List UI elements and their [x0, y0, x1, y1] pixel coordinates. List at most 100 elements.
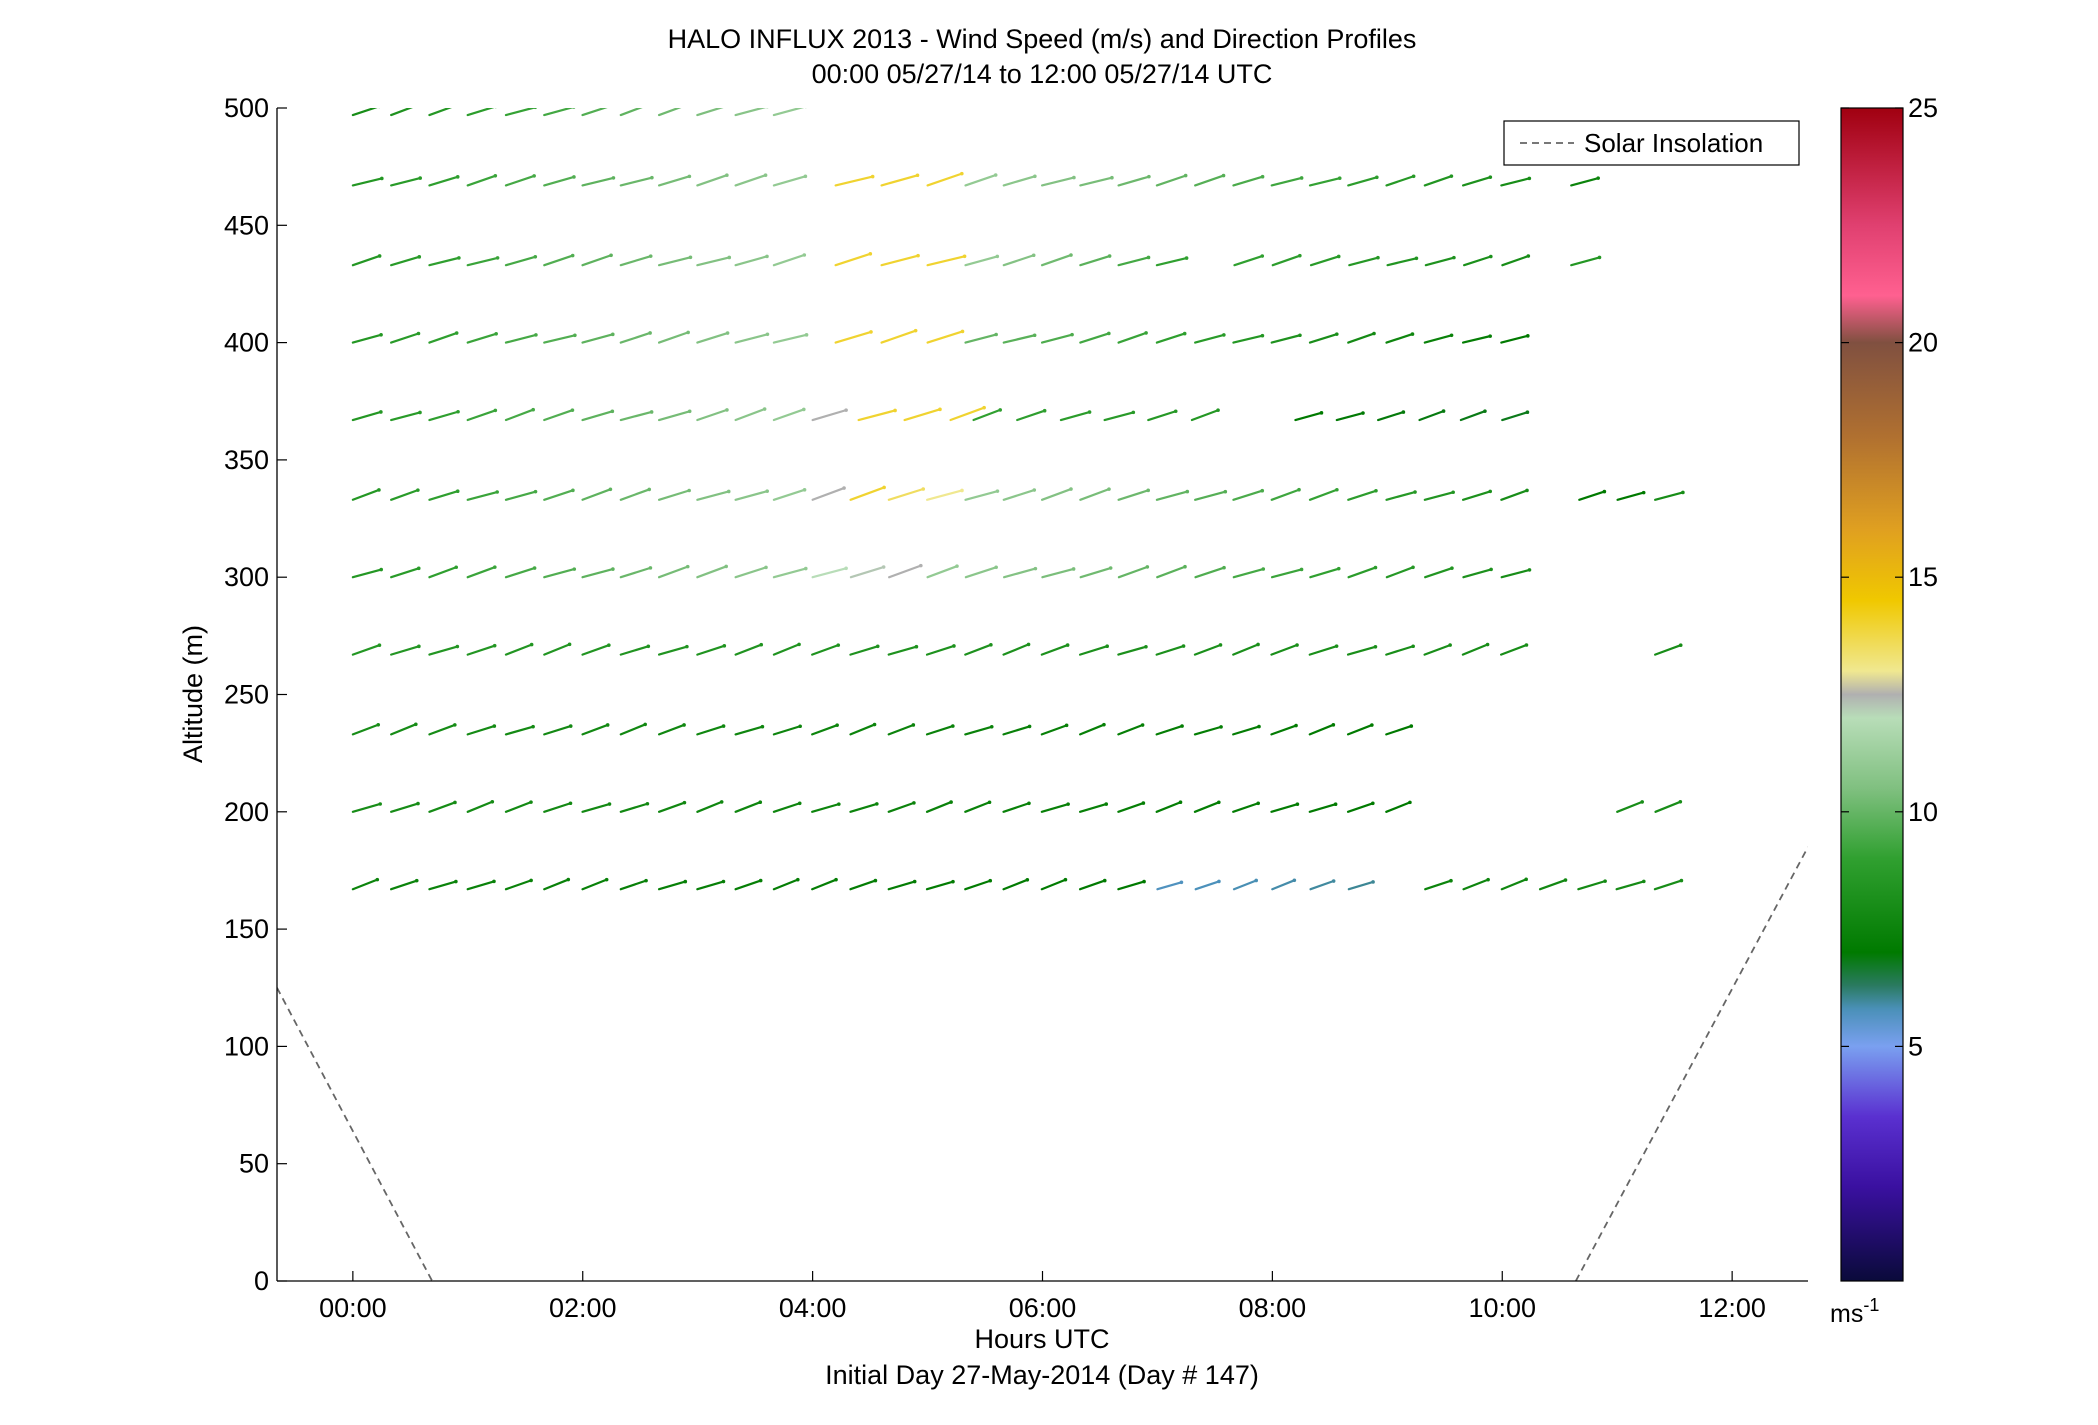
wind-barb: [1500, 489, 1529, 501]
wind-barb-tip: [1173, 409, 1178, 414]
wind-barb: [619, 488, 651, 501]
wind-barb: [543, 489, 575, 501]
wind-barb-tip: [533, 108, 537, 110]
wind-barb: [466, 409, 497, 422]
wind-barb-tip: [1257, 724, 1261, 729]
wind-barb-tip: [1401, 410, 1406, 414]
wind-barb-tip: [993, 173, 998, 177]
wind-barb-tip: [648, 254, 653, 258]
wind-barb-tip: [455, 644, 460, 649]
wind-barb: [581, 488, 612, 501]
wind-barb-tip: [1261, 567, 1266, 571]
wind-barb-tip: [721, 724, 726, 728]
wind-barb-tip: [758, 800, 763, 804]
wind-barb: [428, 490, 459, 501]
wind-barb-tip: [726, 104, 730, 108]
wind-barb-tip: [1526, 334, 1530, 338]
wind-barb-tip: [416, 566, 421, 571]
colorbar-tick-label: 5: [1908, 1031, 1923, 1061]
wind-barb: [619, 645, 650, 656]
wind-barb: [1193, 801, 1220, 813]
wind-barb: [504, 879, 533, 891]
wind-barb-tip: [764, 565, 768, 570]
wind-barb-tip: [607, 643, 611, 647]
wind-barb: [1040, 253, 1073, 267]
wind-barb: [1385, 724, 1413, 736]
wind-barb-tip: [725, 173, 729, 178]
wind-barb: [466, 332, 498, 344]
wind-barb-tip: [1146, 488, 1151, 493]
wind-barb: [811, 567, 848, 579]
wind-barb-tip: [1640, 800, 1644, 804]
wind-barb-tip: [1596, 176, 1600, 180]
wind-barb-tip: [686, 330, 690, 335]
wind-barb: [466, 566, 496, 579]
wind-barb-tip: [1319, 411, 1324, 415]
wind-barb: [1079, 332, 1110, 344]
wind-barb: [1040, 724, 1068, 736]
wind-barb: [581, 176, 615, 187]
wind-barb-tip: [1217, 879, 1221, 884]
wind-barb-tip: [1295, 802, 1300, 807]
wind-barb: [1232, 725, 1261, 736]
wind-barb-tip: [377, 254, 382, 258]
wind-barb: [811, 486, 846, 501]
wind-barb: [1002, 802, 1031, 813]
wind-barb-tip: [494, 108, 497, 109]
wind-barb-tip: [1107, 487, 1111, 491]
wind-barb: [1500, 878, 1528, 891]
wind-barb: [772, 408, 805, 422]
wind-barb: [1423, 334, 1453, 344]
wind-barb: [351, 802, 382, 813]
wind-barb: [887, 487, 925, 501]
wind-barb-tip: [949, 800, 953, 804]
wind-barb-tip: [378, 108, 380, 109]
wind-barb-tip: [1182, 331, 1187, 336]
wind-barb-tip: [1069, 253, 1073, 257]
wind-barb-tip: [1256, 642, 1260, 647]
wind-barb: [1040, 333, 1074, 344]
wind-barb-tip: [1217, 800, 1221, 805]
wind-barb: [1615, 880, 1645, 891]
wind-barb-tip: [1527, 176, 1532, 181]
wind-barb: [1424, 256, 1456, 267]
wind-barb-tip: [951, 724, 955, 728]
wind-barb: [1271, 879, 1296, 891]
wind-barb-tip: [495, 256, 500, 260]
wind-barb: [834, 175, 874, 187]
wind-barb: [543, 878, 570, 891]
wind-barb-tip: [1260, 174, 1265, 179]
wind-barb: [657, 175, 691, 187]
wind-barb: [1347, 880, 1375, 891]
wind-barb: [972, 408, 1002, 422]
wind-barb-tip: [454, 331, 459, 335]
wind-barb-tip: [453, 723, 457, 727]
x-axis-ticks: 00:00 02:00 04:00 06:00 08:00 10:00 12:00: [319, 1271, 1766, 1323]
wind-barb-tip: [529, 642, 534, 647]
wind-barb: [857, 409, 897, 422]
wind-barb-tip: [379, 410, 383, 414]
wind-barb-tip: [802, 253, 807, 257]
wind-barb: [734, 490, 769, 501]
wind-barb: [1155, 174, 1187, 187]
wind-barb-tip: [916, 253, 920, 258]
wind-barb: [1117, 489, 1150, 501]
wind-barb-tip: [650, 175, 654, 180]
wind-barb-tip: [725, 331, 730, 335]
wind-barb-tip: [456, 409, 460, 414]
wind-barb: [1385, 490, 1417, 501]
wind-barb: [772, 725, 802, 736]
wind-barb: [1232, 334, 1264, 344]
wind-barb: [1500, 643, 1528, 656]
wind-barb-tip: [1027, 724, 1032, 729]
wind-barb-tip: [1642, 879, 1646, 884]
wind-barb-tip: [1260, 488, 1265, 493]
y-tick-label: 500: [224, 93, 269, 123]
wind-barb-tip: [454, 565, 459, 570]
wind-barb-tip: [1178, 800, 1183, 805]
wind-barb: [772, 567, 807, 579]
wind-barb-tip: [648, 331, 652, 335]
wind-barb-tip: [529, 878, 533, 883]
wind-barb: [926, 565, 959, 579]
